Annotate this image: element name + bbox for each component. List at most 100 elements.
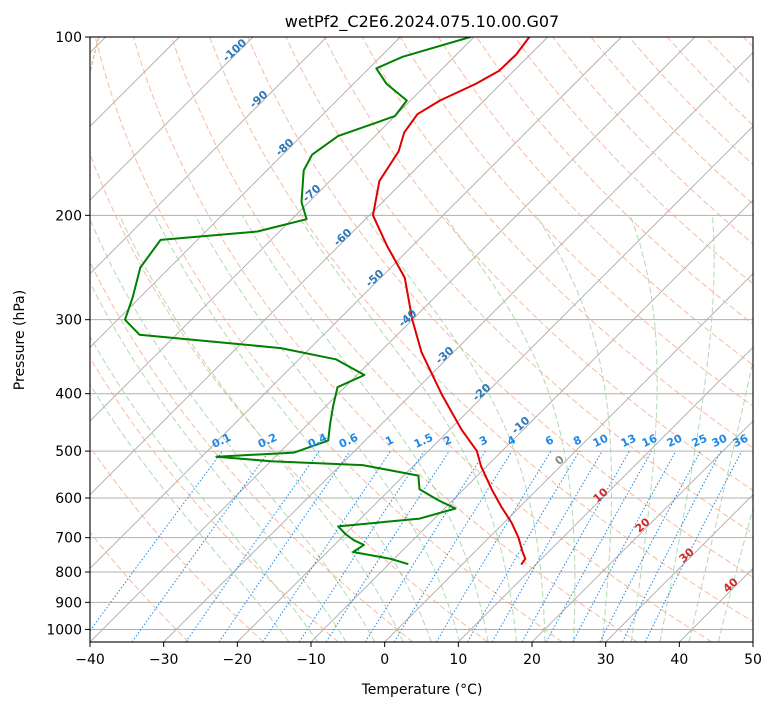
- y-tick-label: 500: [55, 444, 82, 460]
- moist-adiabat: [629, 215, 658, 642]
- moist-adiabat: [297, 215, 517, 642]
- x-axis-label: Temperature (°C): [361, 682, 483, 698]
- mixing-ratio-line: [621, 450, 722, 642]
- dry-adiabat: [90, 152, 488, 642]
- dry-adiabat: [399, 37, 753, 407]
- x-tick-label: −40: [75, 652, 105, 668]
- dry-adiabat: [90, 260, 414, 642]
- dry-adiabat: [90, 531, 190, 642]
- isotherm-gridline: [384, 273, 753, 642]
- mixing-ratio-line: [185, 450, 320, 642]
- moist-adiabat: [119, 215, 404, 642]
- dry-adiabat-label: -10: [509, 414, 533, 437]
- mixing-ratio-label: 1: [383, 433, 395, 448]
- x-tick-label: 20: [523, 652, 541, 668]
- x-tick-label: −10: [296, 652, 326, 668]
- mixing-ratio-label: 10: [591, 432, 611, 450]
- isotherm-gridline: [90, 37, 475, 422]
- x-tick-label: 30: [597, 652, 615, 668]
- mixing-ratio-label: 0.4: [306, 431, 329, 451]
- isotherm-gridline: [90, 37, 548, 496]
- moist-adiabat: [241, 215, 489, 642]
- y-tick-label: 1000: [46, 622, 82, 638]
- isotherm-gridline: [310, 199, 753, 642]
- mixing-ratio-line: [521, 450, 630, 642]
- mixing-ratio-label: 0.1: [210, 431, 233, 451]
- moist-adiabat: [364, 215, 546, 642]
- y-tick-label: 300: [55, 313, 82, 329]
- plot-area: -100-90-80-70-60-50-40-30-20-10010203040…: [90, 36, 753, 642]
- y-tick-label: 700: [55, 531, 82, 547]
- mixing-ratio-line: [218, 450, 351, 642]
- isotherm-gridline: [752, 641, 753, 642]
- mixing-ratio-line: [262, 450, 392, 642]
- dewpoint-profile-line: [124, 37, 472, 565]
- dry-adiabat: [132, 37, 638, 642]
- y-tick-label: 200: [55, 208, 82, 224]
- x-tick-label: 40: [670, 652, 688, 668]
- moist-adiabat-label: 40: [721, 575, 741, 595]
- isotherm-gridline: [531, 420, 753, 642]
- mixing-ratio-line: [435, 450, 552, 642]
- dry-adiabat: [90, 356, 339, 642]
- dry-adiabat: [209, 37, 753, 623]
- chart-title: wetPf2_C2E6.2024.075.10.00.G07: [285, 12, 559, 32]
- y-tick-label: 600: [55, 491, 82, 507]
- dry-adiabat: [171, 37, 712, 642]
- dry-adiabat: [361, 37, 753, 449]
- mixing-ratio-label: 3: [477, 433, 489, 448]
- y-tick-label: 900: [55, 595, 82, 611]
- isotherm-gridline: [90, 37, 254, 201]
- isotherm-gridline: [90, 37, 327, 275]
- mixing-ratio-line: [364, 450, 486, 642]
- y-tick-label: 400: [55, 387, 82, 403]
- dry-adiabat-label: 0: [552, 453, 567, 468]
- moist-adiabat: [90, 335, 319, 642]
- dry-adiabat: [743, 37, 753, 48]
- moist-adiabat: [717, 506, 753, 642]
- x-tick-label: −20: [223, 652, 253, 668]
- dry-adiabat: [94, 37, 563, 642]
- mixing-ratio-label: 6: [543, 433, 556, 448]
- mixing-ratio-label: 2: [441, 433, 453, 448]
- isotherm-gridline: [237, 125, 753, 642]
- dry-adiabat: [90, 446, 264, 642]
- mixing-ratio-label: 8: [571, 433, 583, 448]
- isotherm-gridline: [458, 346, 753, 642]
- mixing-ratio-label: 13: [619, 432, 638, 450]
- isotherm-gridline: [163, 52, 753, 642]
- dry-adiabat-label: -20: [470, 381, 494, 404]
- moist-adiabat: [90, 218, 376, 642]
- moist-adiabat: [90, 281, 347, 642]
- moist-adiabat: [659, 215, 715, 642]
- mixing-ratio-line: [599, 450, 701, 642]
- y-tick-label: 100: [55, 30, 82, 46]
- mixing-ratio-line: [90, 450, 223, 632]
- mixing-ratio-line: [298, 450, 425, 642]
- mixing-ratio-label: 20: [665, 432, 685, 450]
- moist-adiabat: [443, 215, 576, 642]
- mixing-ratio-line: [572, 450, 677, 642]
- dry-adiabat: [514, 37, 753, 285]
- moist-adiabat: [90, 383, 290, 642]
- dry-adiabat-label: -100: [220, 36, 249, 64]
- dry-adiabat-label: -60: [331, 226, 355, 249]
- x-tick-label: 50: [744, 652, 762, 668]
- moist-adiabat-label: 30: [677, 545, 697, 565]
- mixing-ratio-line: [644, 450, 743, 642]
- moist-adiabat: [194, 215, 461, 642]
- x-tick-label: −30: [149, 652, 179, 668]
- dry-adiabat: [247, 37, 753, 578]
- dry-adiabat-label: -30: [433, 344, 457, 367]
- temperature-profile-line: [372, 37, 531, 565]
- plot-frame: [89, 36, 754, 643]
- dry-adiabat-label: -80: [273, 136, 297, 159]
- x-tick-label: 0: [380, 652, 389, 668]
- x-tick-label: 10: [449, 652, 467, 668]
- isotherm-gridline: [90, 37, 696, 642]
- moist-adiabat: [688, 358, 753, 642]
- isotherm-gridline: [90, 37, 622, 569]
- mixing-ratio-line: [545, 450, 653, 642]
- moist-adiabat: [535, 215, 613, 642]
